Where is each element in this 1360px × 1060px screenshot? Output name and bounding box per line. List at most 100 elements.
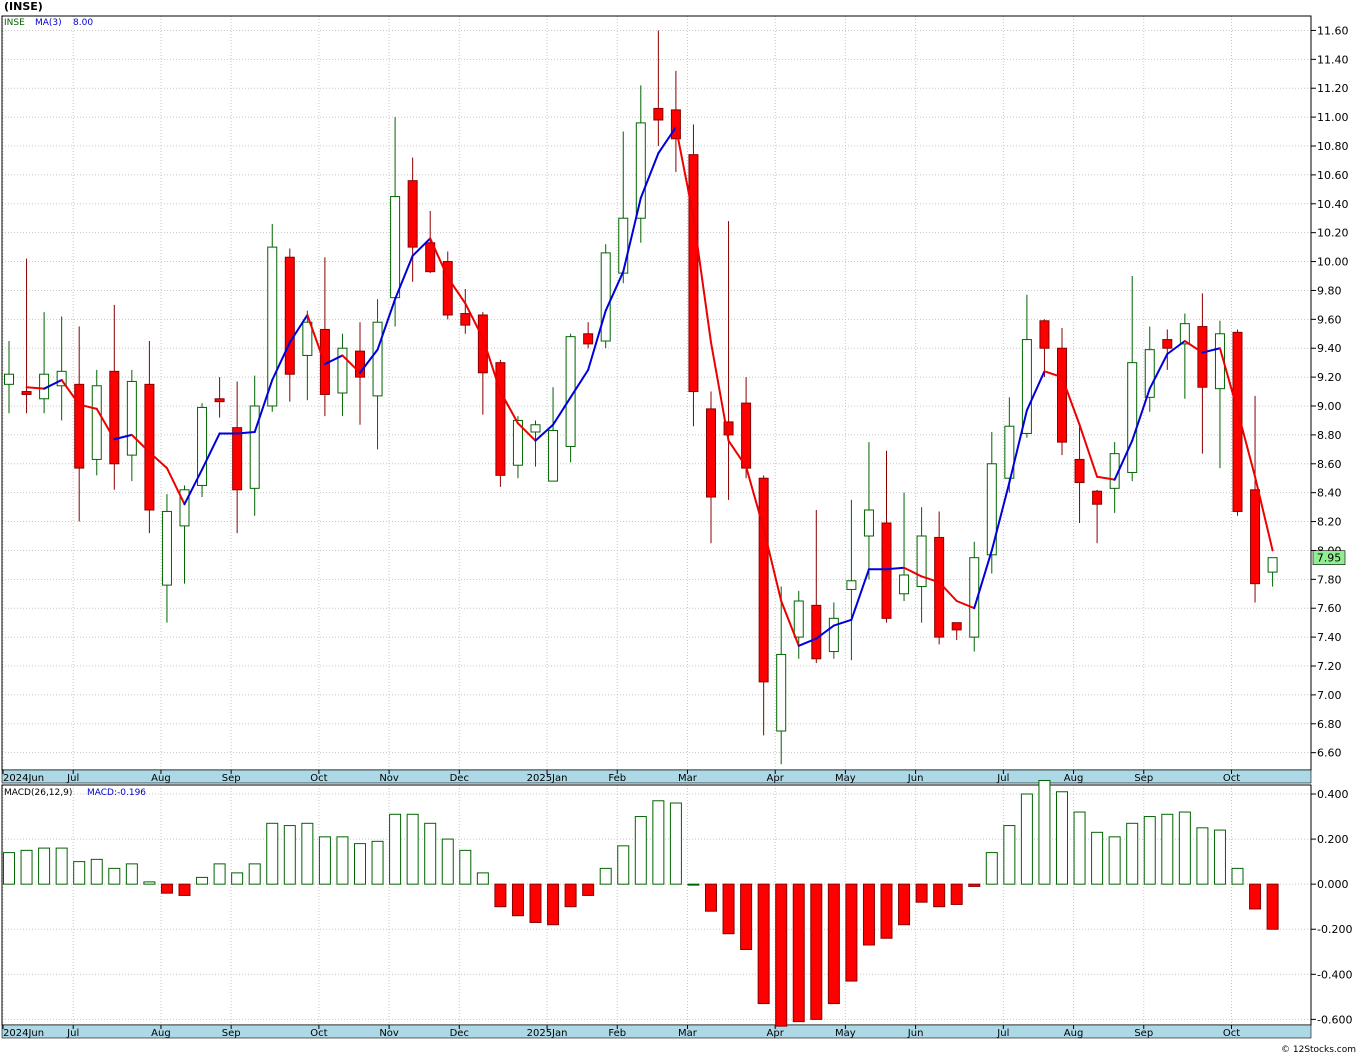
candle-body xyxy=(512,419,523,466)
macd-bar-negative xyxy=(968,883,981,887)
macd-bar-positive xyxy=(354,843,366,885)
price-tick-label: 9.60 xyxy=(1317,313,1342,326)
macd-bar-positive xyxy=(55,847,68,885)
candle-up xyxy=(1267,557,1278,587)
macd-bar-positive xyxy=(476,872,489,885)
price-tick-label: 7.40 xyxy=(1317,631,1342,644)
candle-body xyxy=(91,385,102,460)
x-tick-label: Sep xyxy=(222,773,241,784)
ma-segment xyxy=(780,600,800,647)
macd-tick-label: -0.400 xyxy=(1317,968,1352,981)
price-tick-label: 6.80 xyxy=(1317,718,1342,731)
ma-segment xyxy=(165,467,186,506)
x-tick-label: Oct xyxy=(310,773,327,784)
macd-tick-label: 0.000 xyxy=(1317,878,1349,891)
x-tick-label: Sep xyxy=(1134,773,1153,784)
candle-body xyxy=(390,196,401,299)
candle-body xyxy=(916,535,927,588)
y-axis: 6.606.807.007.207.407.607.808.008.208.40… xyxy=(1311,24,1352,1026)
ma-segment xyxy=(516,422,537,442)
ma-segment xyxy=(604,270,625,312)
x-tick-label: Sep xyxy=(1134,1028,1153,1039)
macd-bar-negative xyxy=(511,883,524,917)
x-tick-label: Jul xyxy=(996,1028,1009,1039)
ma-segment xyxy=(973,549,993,610)
candle-up xyxy=(179,485,190,584)
x-tick-label: 2025Jan xyxy=(527,1028,568,1039)
candle-body xyxy=(706,408,716,498)
candle-down xyxy=(495,359,506,487)
candle-body xyxy=(758,477,769,683)
candle-down xyxy=(653,30,664,146)
macd-bar-positive xyxy=(125,863,138,885)
macd-bar-positive xyxy=(1003,825,1016,885)
macd-bar-positive xyxy=(459,849,472,885)
candle-body xyxy=(1179,323,1190,345)
candle-body xyxy=(232,427,243,491)
ma-segment xyxy=(481,337,502,393)
price-tick-label: 10.20 xyxy=(1317,227,1349,240)
ma-segment xyxy=(552,396,572,426)
candle-down xyxy=(1074,424,1085,523)
macd-bar-negative xyxy=(757,883,770,1005)
candle-body xyxy=(969,557,980,638)
ma-segment xyxy=(306,314,326,366)
ma-segment xyxy=(815,624,835,640)
ma-segment xyxy=(938,581,958,602)
last-price-label: 7.95 xyxy=(1317,552,1342,565)
legend-ma-value: 8.00 xyxy=(73,18,93,28)
ma-segment xyxy=(1078,423,1099,478)
x-tick-label: 2024Jun xyxy=(3,1028,44,1039)
candle-body xyxy=(653,107,664,121)
x-tick-label: 2025Jan xyxy=(527,773,568,784)
candle-down xyxy=(670,70,681,172)
macd-bar-positive xyxy=(90,858,103,885)
ma-segment xyxy=(183,468,204,506)
candle-up xyxy=(635,85,646,243)
candles xyxy=(4,30,1278,765)
candle-body xyxy=(583,333,594,345)
macd-bar-positive xyxy=(1056,791,1068,885)
candle-body xyxy=(1021,339,1032,434)
ma-segment xyxy=(130,433,151,454)
macd-bar-negative xyxy=(950,883,963,905)
ma-segment xyxy=(920,575,941,584)
candle-down xyxy=(284,248,295,402)
macd-tick-label: 0.400 xyxy=(1317,788,1349,801)
ma-segment xyxy=(569,368,590,399)
price-tick-label: 9.40 xyxy=(1317,342,1342,355)
candle-body xyxy=(618,217,629,274)
candle-up xyxy=(863,442,874,580)
price-tick-label: 11.40 xyxy=(1317,53,1349,66)
candle-body xyxy=(530,424,541,433)
candle-down xyxy=(1232,329,1243,516)
candle-body xyxy=(74,383,85,469)
macd-bar-negative xyxy=(178,883,191,896)
candle-body xyxy=(407,180,418,248)
macd-bar-negative xyxy=(915,883,928,903)
price-tick-label: 7.80 xyxy=(1317,573,1342,586)
macd-bar-negative xyxy=(160,883,173,894)
candle-body xyxy=(144,383,155,511)
macd-legend-value: MACD:-0.196 xyxy=(87,788,146,798)
candle-body xyxy=(635,122,646,219)
candle-up xyxy=(337,333,348,417)
candle-up xyxy=(846,499,857,661)
macd-bar-positive xyxy=(301,822,314,885)
price-tick-label: 7.00 xyxy=(1317,689,1342,702)
candle-up xyxy=(302,310,313,401)
ma-segment xyxy=(1148,353,1169,390)
candle-body xyxy=(179,489,190,527)
candle-body xyxy=(56,370,67,387)
candle-body xyxy=(688,154,699,393)
x-tick-label: Dec xyxy=(450,1028,469,1039)
candle-down xyxy=(74,326,85,522)
x-tick-label: Feb xyxy=(608,773,626,784)
candle-body xyxy=(951,622,962,631)
price-tick-label: 8.80 xyxy=(1317,429,1342,442)
x-tick-label: Aug xyxy=(1064,773,1084,784)
ma-segment xyxy=(1043,370,1063,379)
candle-down xyxy=(214,377,225,418)
candle-body xyxy=(267,246,278,407)
ma-segment xyxy=(990,481,1011,552)
